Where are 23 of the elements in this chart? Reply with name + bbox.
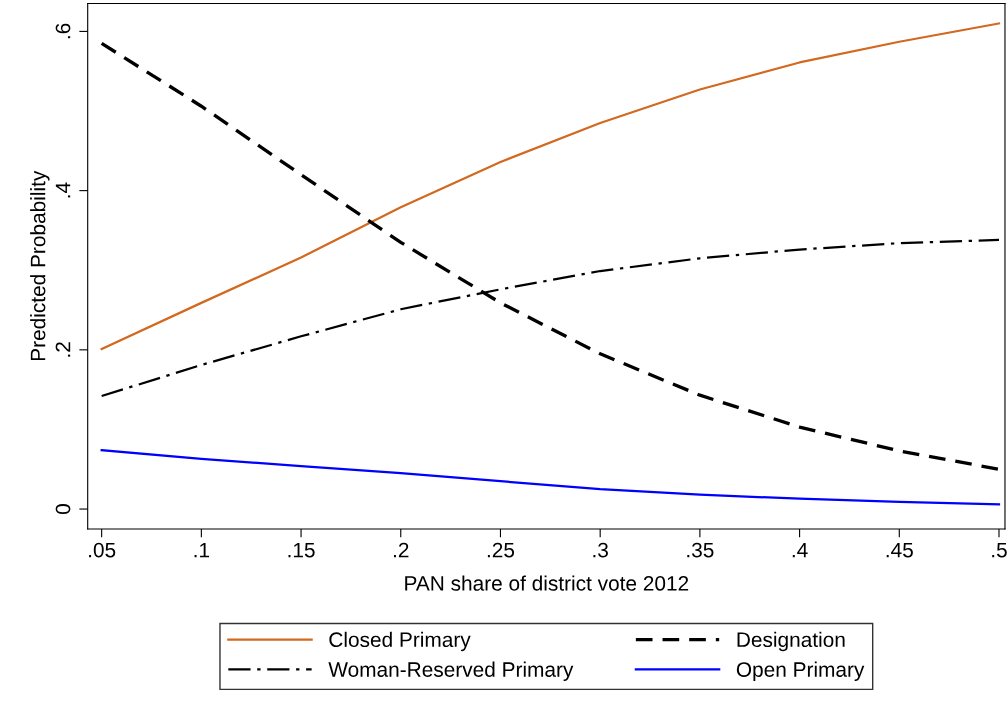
- x-tick-label: .15: [288, 542, 315, 558]
- y-tick-label: .4: [55, 182, 71, 198]
- y-tick-label: 0: [55, 504, 71, 515]
- y-tick-label: .6: [55, 23, 71, 39]
- x-tick-label: .45: [886, 542, 913, 558]
- legend-label: Woman-Reserved Primary: [328, 661, 574, 682]
- line-series: [100, 449, 1001, 506]
- y-axis-title: Predicted Probability: [30, 170, 50, 361]
- x-tick-label: .05: [89, 542, 116, 558]
- line-series: [99, 41, 1001, 471]
- legend-label: Closed Primary: [329, 631, 471, 652]
- x-axis-title: PAN share of district vote 2012: [405, 575, 689, 591]
- x-tick-label: .2: [393, 542, 409, 558]
- legend-label: Open Primary: [736, 661, 865, 682]
- x-tick-label: .5: [992, 542, 1007, 558]
- line-series: [100, 22, 1001, 351]
- x-tick-label: .3: [593, 542, 608, 558]
- x-tick-label: .35: [687, 542, 714, 558]
- x-tick-label: .4: [792, 542, 808, 558]
- y-tick-label: .2: [55, 342, 71, 357]
- legend-label: Designation: [737, 631, 845, 652]
- x-tick-label: .1: [194, 542, 210, 558]
- x-tick-label: .25: [487, 542, 515, 558]
